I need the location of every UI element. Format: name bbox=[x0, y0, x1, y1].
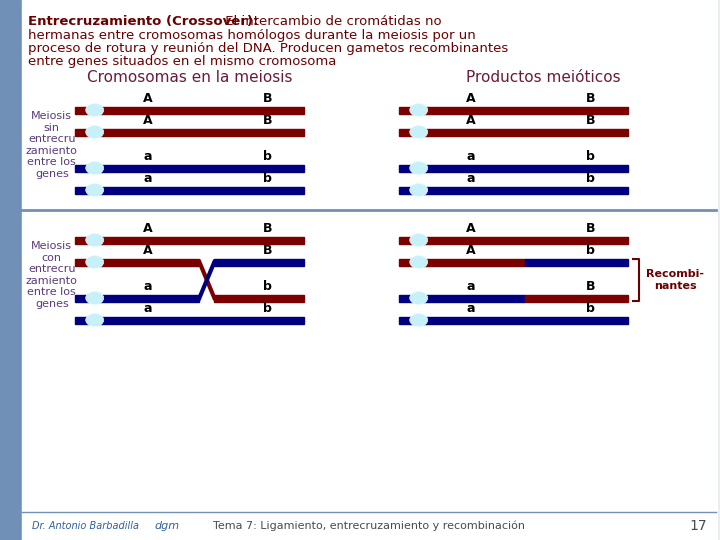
Text: Dr. Antonio Barbadilla: Dr. Antonio Barbadilla bbox=[32, 521, 139, 531]
Ellipse shape bbox=[86, 292, 104, 305]
Text: A: A bbox=[466, 92, 475, 105]
Text: proceso de rotura y reunión del DNA. Producen gametos recombinantes: proceso de rotura y reunión del DNA. Pro… bbox=[28, 42, 508, 55]
Bar bbox=[399, 259, 525, 266]
Ellipse shape bbox=[410, 125, 428, 138]
Ellipse shape bbox=[86, 161, 104, 174]
Text: Tema 7: Ligamiento, entrecruzamiento y recombinación: Tema 7: Ligamiento, entrecruzamiento y r… bbox=[213, 521, 525, 531]
Text: B: B bbox=[262, 222, 272, 235]
Text: A: A bbox=[143, 222, 153, 235]
Bar bbox=[0, 0, 22, 540]
Text: b: b bbox=[263, 172, 271, 185]
Ellipse shape bbox=[86, 233, 104, 246]
Ellipse shape bbox=[410, 292, 428, 305]
Text: B: B bbox=[262, 244, 272, 257]
Ellipse shape bbox=[410, 255, 428, 268]
Bar bbox=[399, 294, 525, 301]
Text: A: A bbox=[143, 114, 153, 127]
Text: b: b bbox=[586, 172, 595, 185]
Text: a: a bbox=[467, 280, 474, 293]
Text: A: A bbox=[466, 114, 475, 127]
Text: Entrecruzamiento (Crossover):: Entrecruzamiento (Crossover): bbox=[28, 15, 258, 28]
Text: B: B bbox=[585, 222, 595, 235]
Text: hermanas entre cromosomas homólogos durante la meiosis por un: hermanas entre cromosomas homólogos dura… bbox=[28, 29, 476, 42]
Bar bbox=[399, 237, 628, 244]
Text: a: a bbox=[467, 150, 474, 163]
Ellipse shape bbox=[86, 255, 104, 268]
Text: b: b bbox=[586, 302, 595, 315]
Bar bbox=[399, 129, 628, 136]
Text: A: A bbox=[466, 244, 475, 257]
Bar bbox=[215, 294, 304, 301]
Bar bbox=[75, 186, 304, 193]
Bar bbox=[75, 165, 304, 172]
Text: b: b bbox=[263, 302, 271, 315]
Bar bbox=[399, 106, 628, 113]
Bar bbox=[75, 237, 304, 244]
Text: a: a bbox=[467, 302, 474, 315]
Bar bbox=[399, 165, 628, 172]
Text: B: B bbox=[585, 114, 595, 127]
Bar bbox=[75, 106, 304, 113]
Ellipse shape bbox=[86, 314, 104, 327]
Text: Cromosomas en la meiosis: Cromosomas en la meiosis bbox=[86, 70, 292, 85]
Text: a: a bbox=[143, 280, 152, 293]
Text: a: a bbox=[143, 172, 152, 185]
Bar bbox=[75, 259, 199, 266]
Ellipse shape bbox=[410, 314, 428, 327]
Text: A: A bbox=[143, 92, 153, 105]
Bar bbox=[525, 294, 628, 301]
Bar bbox=[75, 294, 199, 301]
Text: dgm: dgm bbox=[155, 521, 180, 531]
Text: Meiosis
con
entrecru
zamiento
entre los
genes: Meiosis con entrecru zamiento entre los … bbox=[26, 241, 78, 309]
Bar bbox=[399, 316, 628, 323]
Text: B: B bbox=[262, 114, 272, 127]
Text: El intercambio de cromátidas no: El intercambio de cromátidas no bbox=[221, 15, 442, 28]
Bar bbox=[75, 316, 304, 323]
Text: B: B bbox=[585, 280, 595, 293]
Bar bbox=[215, 259, 304, 266]
Ellipse shape bbox=[86, 125, 104, 138]
Bar bbox=[75, 129, 304, 136]
Text: a: a bbox=[143, 302, 152, 315]
Text: A: A bbox=[143, 244, 153, 257]
Text: a: a bbox=[467, 172, 474, 185]
Text: B: B bbox=[585, 92, 595, 105]
Text: b: b bbox=[586, 150, 595, 163]
Bar bbox=[525, 259, 628, 266]
Ellipse shape bbox=[410, 161, 428, 174]
Text: a: a bbox=[143, 150, 152, 163]
Ellipse shape bbox=[86, 104, 104, 117]
Text: Recombi-
nantes: Recombi- nantes bbox=[646, 269, 704, 291]
Ellipse shape bbox=[410, 184, 428, 197]
Text: A: A bbox=[466, 222, 475, 235]
Bar bbox=[399, 186, 628, 193]
Text: B: B bbox=[262, 92, 272, 105]
Text: b: b bbox=[263, 280, 271, 293]
Text: Meiosis
sin
entrecru
zamiento
entre los
genes: Meiosis sin entrecru zamiento entre los … bbox=[26, 111, 78, 179]
Ellipse shape bbox=[86, 184, 104, 197]
Text: entre genes situados en el mismo cromosoma: entre genes situados en el mismo cromoso… bbox=[28, 55, 336, 68]
Text: 17: 17 bbox=[689, 519, 706, 533]
Text: b: b bbox=[586, 244, 595, 257]
Text: b: b bbox=[263, 150, 271, 163]
Ellipse shape bbox=[410, 233, 428, 246]
Ellipse shape bbox=[410, 104, 428, 117]
Text: Productos meióticos: Productos meióticos bbox=[466, 70, 621, 85]
